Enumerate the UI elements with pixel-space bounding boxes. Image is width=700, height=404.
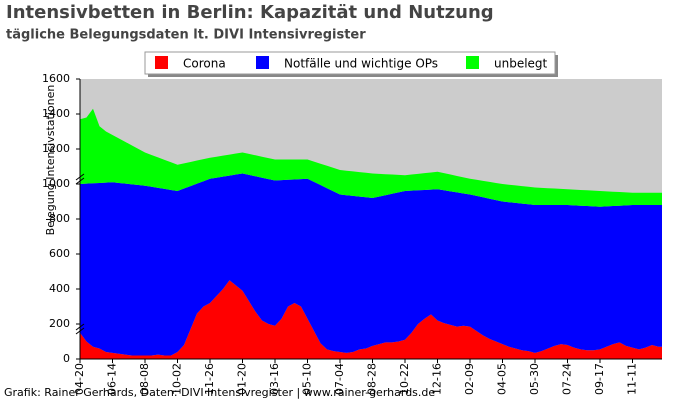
x-tick-label: 01-20 [236,363,249,395]
footer: Grafik: Rainer Gerhards, Daten: DIVI Int… [4,386,435,399]
x-tick-label: 05-10 [301,363,314,395]
y-tick-label: 1600 [42,72,70,85]
y-tick-label: 200 [49,317,70,330]
x-tick-label: 07-24 [561,363,574,395]
y-tick-label: 1400 [42,107,70,120]
x-tick-label: 10-22 [398,363,411,395]
y-tick-label: 1000 [42,177,70,190]
axis-break [75,323,85,335]
x-tick-label: 10-02 [171,363,184,395]
y-tick-label: 400 [49,282,70,295]
x-tick-label: 04-05 [496,363,509,395]
x-tick-label: 08-28 [366,363,379,395]
legend-items: Corona Notfälle und wichtige OPs unbelegt [155,56,548,71]
x-tick-label: 04-20 [73,363,86,395]
x-tick-label: 09-17 [593,363,606,395]
legend-swatch [256,56,269,69]
x-tick-label: 06-14 [106,363,119,395]
area [80,108,662,207]
y-tick-label: 0 [63,352,70,365]
legend-swatch [466,56,479,69]
x-tick-label: 08-08 [138,363,151,395]
y-axis-label: Belegung Intensivstationen [44,85,57,236]
area [80,280,662,359]
x-tick-label: 02-09 [463,363,476,395]
y-tick-label: 600 [49,247,70,260]
legend [144,51,556,75]
x-tick-label: 07-04 [333,363,346,395]
x-tick-label: 11-26 [203,363,216,395]
x-tick-label: 11-11 [626,363,639,395]
chart-subtitle: tägliche Belegungsdaten lt. DIVI Intensi… [6,28,366,43]
x-tick-label: 05-30 [528,363,541,395]
x-tick-label: 03-16 [268,363,281,395]
axis-break [75,173,85,185]
y-tick-label: 800 [49,212,70,225]
legend-label: Corona [183,57,226,71]
x-tick-label: 12-16 [431,363,444,395]
area [80,173,662,356]
legend-swatch [155,56,168,69]
y-tick-label: 1200 [42,142,70,155]
legend-label: unbelegt [494,57,548,71]
legend-label: Notfälle und wichtige OPs [284,57,438,71]
chart-title: Intensivbetten in Berlin: Kapazität und … [6,2,494,23]
plot-area [76,78,662,363]
